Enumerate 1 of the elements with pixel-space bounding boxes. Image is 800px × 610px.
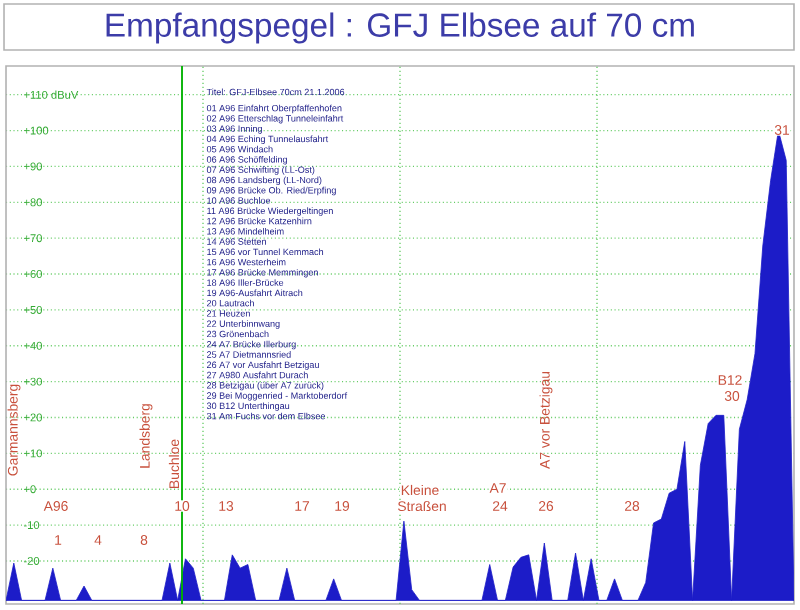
chart-title: Empfangspegel : GFJ Elbsee auf 70 cm: [106, 12, 694, 44]
